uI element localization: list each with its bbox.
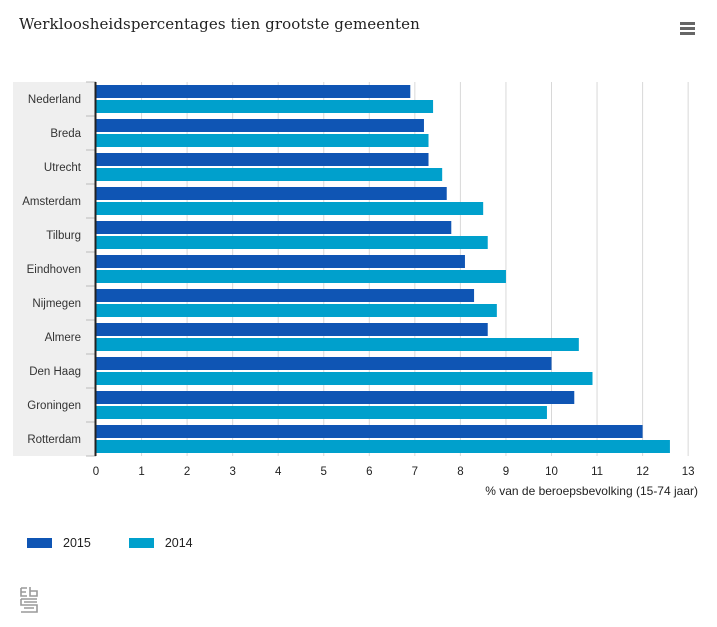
- legend: 2015 2014: [27, 536, 231, 550]
- category-label: Rotterdam: [27, 434, 81, 446]
- category-label: Den Haag: [29, 366, 81, 378]
- bar-2015-rotterdam: [96, 425, 643, 438]
- bar-2015-amsterdam: [96, 187, 447, 200]
- x-tick-label: 8: [457, 466, 463, 478]
- category-ticks: [86, 81, 96, 457]
- x-tick-label: 12: [636, 466, 649, 478]
- bar-2014-groningen: [96, 406, 547, 419]
- x-tick-label: 7: [412, 466, 418, 478]
- x-tick-label: 9: [503, 466, 509, 478]
- x-tick-label: 4: [275, 466, 282, 478]
- category-label: Tilburg: [46, 230, 81, 242]
- legend-label-2015: 2015: [63, 536, 91, 550]
- x-tick-label: 0: [93, 466, 99, 478]
- bar-2015-groningen: [96, 391, 575, 404]
- category-label: Nijmegen: [32, 298, 81, 310]
- menu-line: [680, 27, 695, 30]
- bar-2014-amsterdam: [96, 202, 484, 215]
- hamburger-menu-icon[interactable]: [680, 22, 695, 36]
- bar-2015-utrecht: [96, 153, 429, 166]
- bar-2014-nijmegen: [96, 304, 497, 317]
- x-tick-label: 11: [591, 466, 603, 478]
- bar-2014-tilburg: [96, 236, 488, 249]
- category-labels: Nederland Breda Utrecht Amsterdam Tilburg Ein…: [22, 94, 82, 446]
- x-tick-label: 6: [366, 466, 372, 478]
- x-tick-label: 10: [545, 466, 558, 478]
- bar-2015-den-haag: [96, 357, 552, 370]
- bar-2015-breda: [96, 119, 424, 132]
- x-tick-label: 1: [138, 466, 144, 478]
- legend-swatch-2014: [128, 538, 154, 548]
- menu-line: [680, 22, 695, 25]
- x-tick-label: 3: [229, 466, 235, 478]
- menu-line: [680, 32, 695, 35]
- bar-2015-nederland: [96, 85, 411, 98]
- legend-item-2014[interactable]: 2014: [128, 536, 193, 550]
- legend-swatch-2015: [27, 538, 52, 548]
- category-label: Almere: [45, 332, 81, 344]
- chart-title: Werkloosheidspercentages tien grootste g…: [19, 15, 420, 33]
- bar-2014-utrecht: [96, 168, 443, 181]
- x-axis-label: % van de beroepsbevolking (15-74 jaar): [485, 484, 698, 498]
- bar-2014-rotterdam: [96, 440, 670, 453]
- bar-2014-breda: [96, 134, 429, 147]
- x-tick-labels: 0 1 2 3 4 5 6 7 8 9 10 11 12 13: [93, 466, 695, 478]
- legend-item-2015[interactable]: 2015: [27, 536, 91, 550]
- bar-2014-nederland: [96, 100, 434, 113]
- category-label: Groningen: [27, 400, 81, 412]
- legend-label-2014: 2014: [164, 536, 193, 550]
- bar-chart: Nederland Breda Utrecht Amsterdam Tilburg Ein…: [13, 81, 698, 498]
- bar-2014-den-haag: [96, 372, 593, 385]
- category-label-band: [13, 82, 96, 456]
- category-label: Utrecht: [44, 162, 82, 174]
- bar-2014-almere: [96, 338, 579, 351]
- bar-2015-almere: [96, 323, 488, 336]
- x-tick-label: 5: [321, 466, 327, 478]
- bar-2015-eindhoven: [96, 255, 465, 268]
- x-tick-label: 13: [682, 466, 695, 478]
- category-label: Nederland: [28, 94, 81, 106]
- bar-2014-eindhoven: [96, 270, 506, 283]
- category-label: Breda: [50, 128, 81, 140]
- cbs-logo-icon: [20, 587, 38, 613]
- bars: [96, 85, 670, 453]
- category-label: Eindhoven: [27, 264, 81, 276]
- category-label: Amsterdam: [22, 196, 81, 208]
- x-tick-label: 2: [184, 466, 190, 478]
- bar-2015-nijmegen: [96, 289, 475, 302]
- bar-2015-tilburg: [96, 221, 452, 234]
